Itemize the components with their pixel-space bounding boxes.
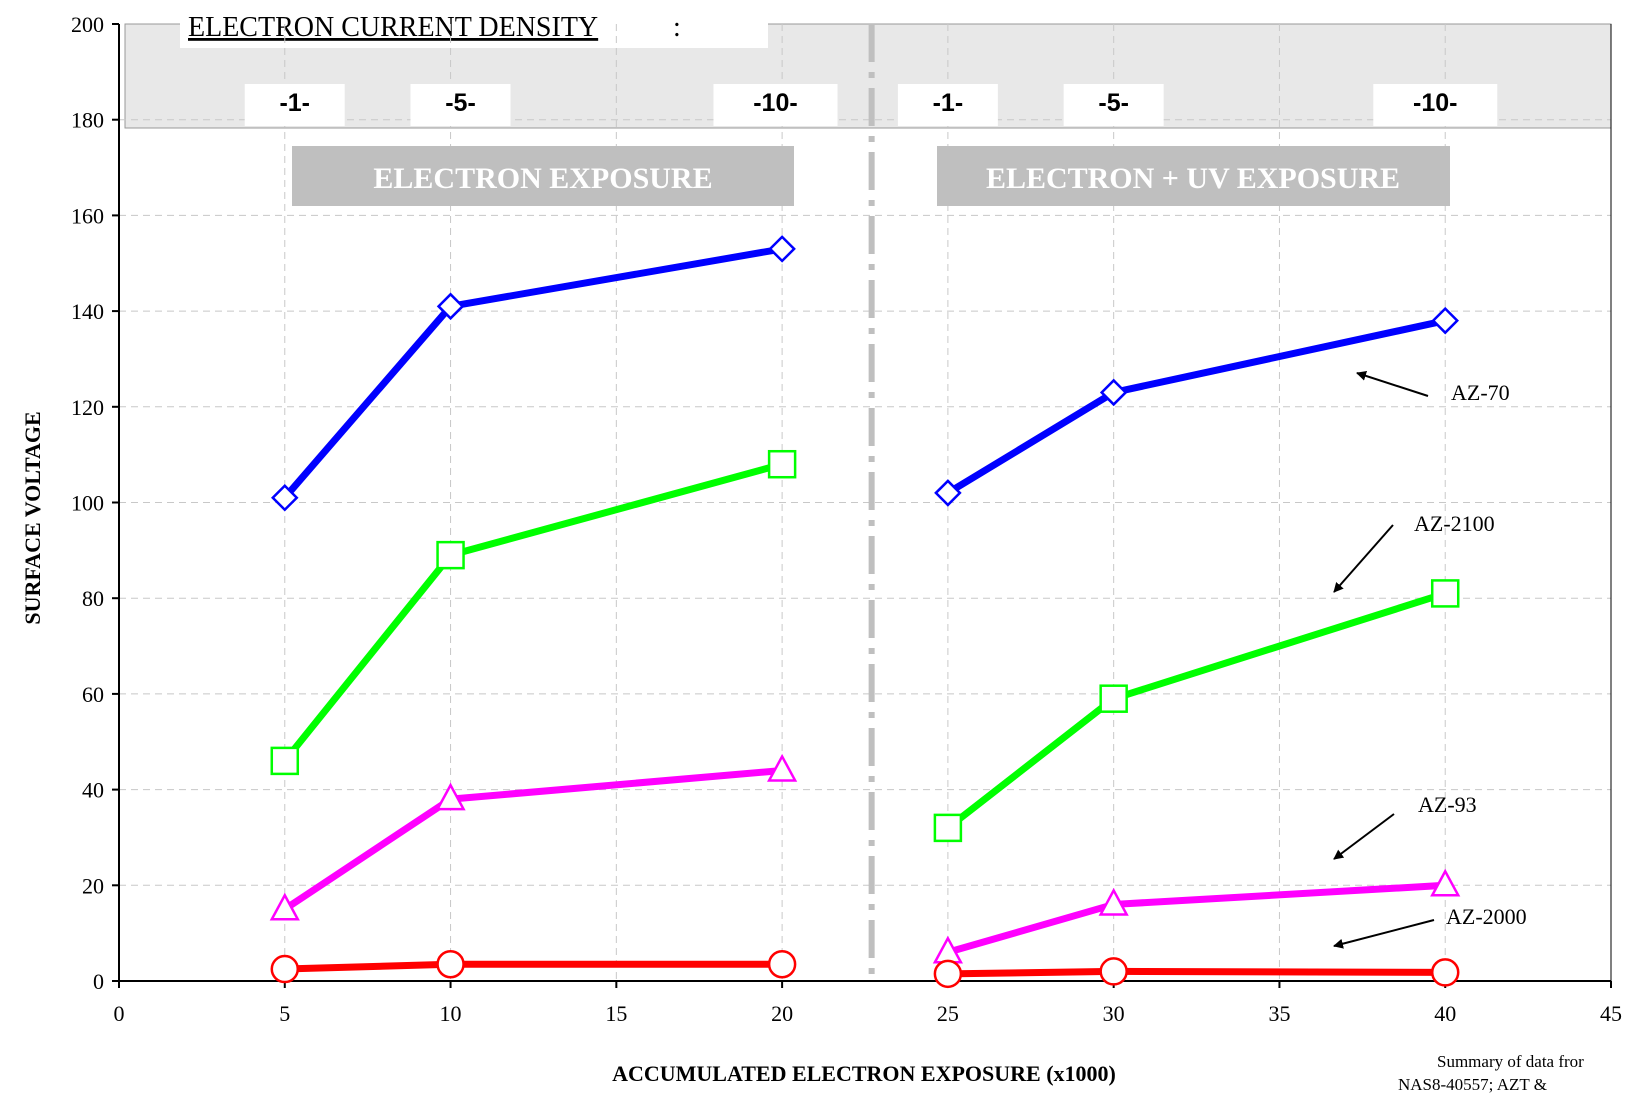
y-axis-title: SURFACE VOLTAGE xyxy=(20,411,45,624)
annotation-az-93: AZ-93 xyxy=(1333,792,1477,860)
y-tick-label: 100 xyxy=(71,491,104,516)
data-point-az-2000 xyxy=(767,950,797,979)
data-point-az-93 xyxy=(1430,868,1461,897)
series-az-2000 xyxy=(270,950,1460,989)
annotation-label-az-93: AZ-93 xyxy=(1418,792,1477,817)
series-line-az-2100 xyxy=(945,590,1447,831)
annotation-arrow-az-93 xyxy=(1333,813,1395,860)
x-tick-label: 15 xyxy=(605,1001,627,1026)
series-line-az-2000 xyxy=(284,960,783,973)
y-tick-label: 20 xyxy=(82,873,104,898)
series-az-93 xyxy=(269,753,1461,964)
annotation-az-70: AZ-70 xyxy=(1356,371,1510,405)
data-point-az-2100 xyxy=(933,813,963,843)
data-point-az-93 xyxy=(767,753,798,782)
x-tick-label: 5 xyxy=(279,1001,290,1026)
series-line-az-2100 xyxy=(282,460,784,764)
annotation-arrow-az-2100 xyxy=(1333,524,1394,593)
annotation-label-az-2000: AZ-2000 xyxy=(1446,904,1527,929)
density-label-box xyxy=(1373,84,1498,126)
density-colon: : xyxy=(673,12,681,43)
annotation-arrow-az-2000 xyxy=(1333,919,1435,949)
series-line-az-93 xyxy=(282,766,783,913)
annotation-az-2100: AZ-2100 xyxy=(1333,511,1495,593)
data-point-az-93 xyxy=(269,892,300,921)
series-az-70 xyxy=(271,235,1459,512)
density-label: -1- xyxy=(933,89,964,117)
x-tick-label: 20 xyxy=(771,1001,793,1026)
density-label: -10- xyxy=(753,89,797,117)
y-tick-label: 0 xyxy=(93,969,104,994)
density-label: -5- xyxy=(445,89,476,117)
data-point-az-70 xyxy=(1099,378,1128,407)
x-tick-label: 30 xyxy=(1103,1001,1125,1026)
density-label-box xyxy=(244,84,345,126)
footnote-line-2: NAS8-40557; AZT & xyxy=(1398,1075,1547,1094)
phase-label-electron: ELECTRON EXPOSURE xyxy=(373,162,712,195)
data-point-az-2000 xyxy=(436,950,465,979)
data-point-az-2100 xyxy=(270,746,300,776)
series-line-az-70 xyxy=(282,245,783,501)
y-tick-label: 160 xyxy=(71,203,104,228)
y-tick-label: 80 xyxy=(82,586,104,611)
series-group xyxy=(269,235,1461,989)
data-point-az-2100 xyxy=(1099,684,1128,713)
x-axis-title: ACCUMULATED ELECTRON EXPOSURE (x1000) xyxy=(612,1061,1116,1086)
data-point-az-70 xyxy=(1431,306,1459,335)
x-tick-label: 0 xyxy=(114,1001,125,1026)
data-point-az-2000 xyxy=(1430,958,1460,987)
phase-box-electron-uv xyxy=(937,146,1450,206)
data-point-az-2100 xyxy=(1430,579,1460,608)
data-point-az-2100 xyxy=(767,449,797,479)
x-tick-label: 40 xyxy=(1434,1001,1456,1026)
density-title: ELECTRON CURRENT DENSITY xyxy=(188,12,598,43)
footnote-line-1: Summary of data fror xyxy=(1437,1052,1584,1071)
x-tick-label: 25 xyxy=(937,1001,959,1026)
data-point-az-70 xyxy=(934,479,962,507)
y-tick-label: 60 xyxy=(82,682,104,707)
data-point-az-2100 xyxy=(436,540,465,570)
y-tick-label: 120 xyxy=(71,395,104,420)
data-point-az-70 xyxy=(436,292,465,321)
annotation-arrow-az-70 xyxy=(1356,371,1429,397)
annotation-label-az-70: AZ-70 xyxy=(1451,380,1510,405)
phase-label-electron-uv: ELECTRON + UV EXPOSURE xyxy=(986,162,1400,195)
annotation-az-2000: AZ-2000 xyxy=(1333,904,1527,949)
density-label: -10- xyxy=(1413,89,1457,117)
tick-labels: 0 20 40 60 80 100 120 140 160 180 200 0 5 10 15 20 25 30 3… xyxy=(71,12,1622,1026)
density-label-box xyxy=(897,84,998,126)
x-tick-label: 35 xyxy=(1268,1001,1290,1026)
x-tick-label: 10 xyxy=(440,1001,462,1026)
density-label-box xyxy=(410,84,511,126)
data-point-az-70 xyxy=(768,235,796,263)
density-title-box xyxy=(180,16,768,48)
density-labels: -1- -5- -10- -1- -5- -10- xyxy=(244,84,1498,126)
series-az-2100 xyxy=(270,449,1460,843)
x-tick-label: 45 xyxy=(1600,1001,1622,1026)
y-tick-label: 140 xyxy=(71,299,104,324)
density-label-box xyxy=(1063,84,1164,126)
y-tick-label: 40 xyxy=(82,778,104,803)
y-tick-label: 200 xyxy=(71,12,104,37)
density-label: -1- xyxy=(279,89,310,117)
data-point-az-93 xyxy=(435,782,466,811)
series-line-az-93 xyxy=(946,881,1446,956)
data-point-az-2000 xyxy=(270,954,300,984)
data-point-az-2000 xyxy=(1099,957,1128,986)
series-line-az-2000 xyxy=(947,967,1446,978)
data-point-az-70 xyxy=(271,483,299,512)
data-point-az-2000 xyxy=(933,959,963,989)
annotation-label-az-2100: AZ-2100 xyxy=(1414,511,1495,536)
density-label-box xyxy=(713,84,838,126)
density-label: -5- xyxy=(1098,89,1129,117)
phase-box-electron xyxy=(292,146,794,206)
data-point-az-93 xyxy=(1098,887,1129,916)
y-tick-label: 180 xyxy=(71,108,104,133)
